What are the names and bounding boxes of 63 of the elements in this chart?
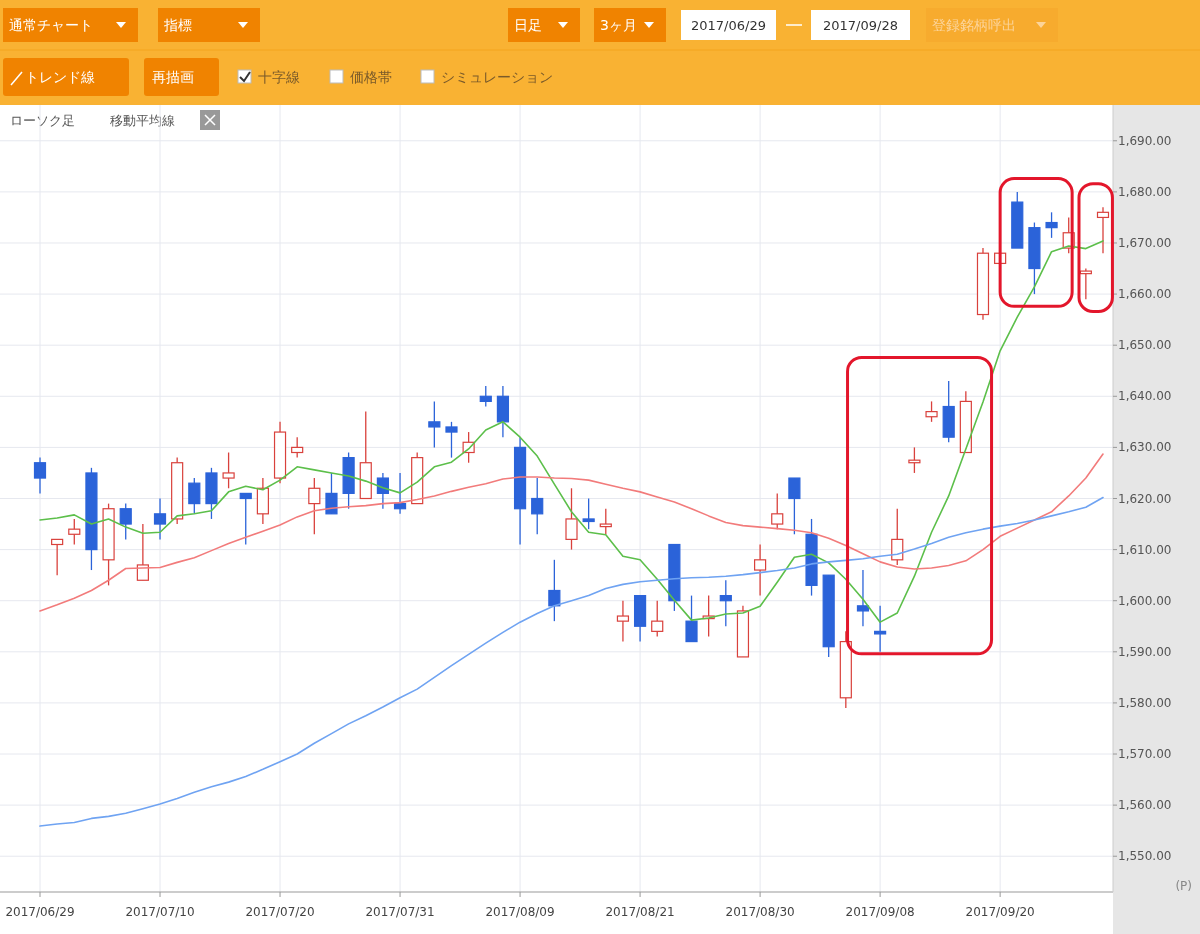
annotation: 移動平均線 (110, 113, 175, 128)
candlestick (445, 421, 458, 459)
candlestick (925, 400, 938, 423)
candlestick (1045, 211, 1058, 239)
x-tick-label: 2017/07/10 (125, 905, 195, 919)
x-tick-label: 2017/07/20 (245, 905, 315, 919)
candlestick (582, 497, 595, 530)
candlestick (291, 436, 304, 459)
y-tick-label: 1,660.00 (1118, 287, 1172, 302)
candlestick (33, 456, 47, 495)
candlestick (376, 472, 389, 510)
candlestick (565, 487, 578, 551)
candlestick (188, 477, 201, 515)
candlestick (68, 518, 81, 546)
y-tick-label: 1,550.00 (1118, 849, 1172, 864)
y-tick-label: 1,640.00 (1118, 389, 1172, 404)
y-tick-label: 1,680.00 (1118, 184, 1172, 199)
candlestick (616, 600, 630, 643)
y-tick-label: 1,630.00 (1118, 440, 1172, 455)
candlestick (856, 569, 870, 627)
y-tick-label: 1,580.00 (1118, 695, 1172, 710)
candlestick (479, 385, 492, 408)
y-tick-label: 1,590.00 (1118, 644, 1172, 659)
candlestick (685, 594, 698, 643)
candlestick (239, 492, 252, 546)
candlestick (325, 472, 338, 515)
x-tick-label: 2017/09/20 (965, 905, 1035, 919)
x-tick-label: 2017/07/31 (365, 905, 435, 919)
candlestick (222, 451, 235, 489)
candlestick (531, 477, 544, 535)
candlestick (651, 600, 664, 638)
candlestick (771, 492, 784, 530)
y-tick-label: 1,610.00 (1118, 542, 1172, 557)
candlestick (119, 502, 132, 541)
x-tick-label: 2017/08/30 (725, 905, 795, 919)
x-tick-label: 2017/06/29 (5, 905, 75, 919)
y-tick-label: 1,560.00 (1118, 798, 1172, 813)
candlestick (754, 543, 767, 597)
candlestick (51, 538, 64, 576)
candlestick (308, 477, 321, 535)
candlestick (428, 400, 441, 449)
y-tick-label: 1,650.00 (1118, 338, 1172, 353)
x-tick-label: 2017/08/09 (485, 905, 555, 919)
candlestick (136, 523, 149, 581)
annotation: ローソク足 (10, 113, 75, 128)
candlestick (1096, 206, 1110, 254)
candlestick (599, 508, 612, 535)
candlestick (548, 559, 561, 622)
candlestick (788, 477, 801, 535)
y-axis-title: (P) (1175, 879, 1192, 893)
x-tick-label: 2017/08/21 (605, 905, 675, 919)
y-tick-label: 1,690.00 (1118, 133, 1172, 148)
candlestick (1079, 267, 1092, 300)
candlestick (153, 497, 167, 541)
candlestick (874, 605, 887, 653)
candlestick (719, 579, 732, 627)
line-series (39, 453, 1104, 612)
y-tick-label: 1,670.00 (1118, 235, 1172, 250)
y-tick-label: 1,570.00 (1118, 747, 1172, 762)
y-tick-label: 1,600.00 (1118, 593, 1172, 608)
y-tick-label: 1,620.00 (1118, 491, 1172, 506)
x-tick-label: 2017/09/08 (845, 905, 915, 919)
line-series (39, 496, 1104, 827)
